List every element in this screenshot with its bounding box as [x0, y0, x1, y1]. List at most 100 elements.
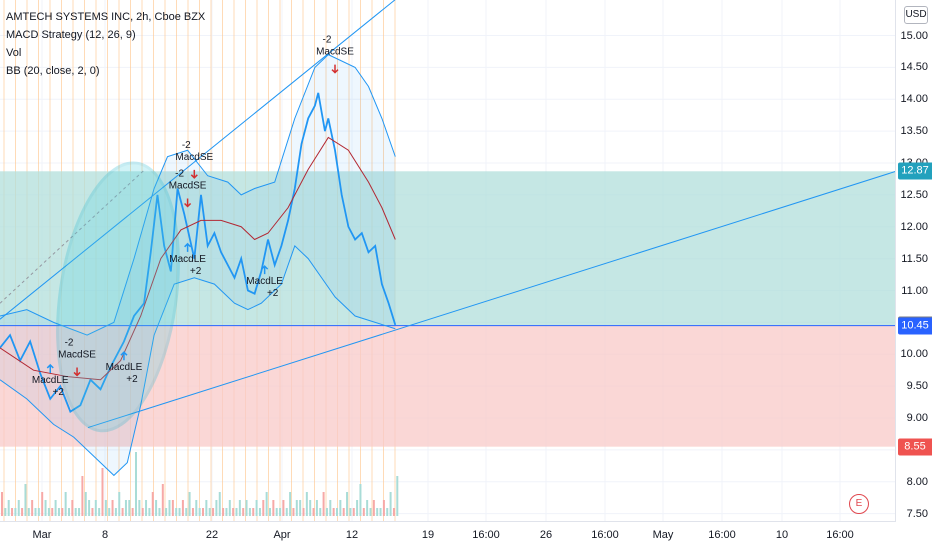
- volume-bar: [44, 500, 47, 516]
- highlight-ellipse: [56, 161, 180, 433]
- volume-bar: [285, 508, 288, 516]
- short-arrow-icon: [190, 169, 198, 179]
- volume-bar: [64, 492, 67, 516]
- volume-bar: [322, 492, 325, 516]
- volume-bar: [379, 508, 382, 516]
- signal-label: MacdLE: [246, 276, 283, 287]
- volume-bar: [228, 500, 231, 516]
- price-tick: 8.00: [906, 475, 928, 488]
- series-bb-upper: [0, 54, 396, 336]
- time-tick: 16:00: [826, 529, 854, 541]
- volume-bar: [235, 508, 238, 516]
- volume-bar: [178, 508, 181, 516]
- volume-bar: [27, 508, 30, 516]
- volume-bar: [262, 500, 265, 516]
- volume-bar: [252, 508, 255, 516]
- volume-bar: [61, 508, 64, 516]
- volume-bar: [269, 508, 271, 516]
- volume-bar: [145, 500, 148, 516]
- volume-bar: [54, 500, 57, 516]
- signal-qty: -2: [323, 35, 332, 46]
- volume-bar: [84, 492, 87, 516]
- volume-bar: [141, 508, 144, 516]
- bollinger-band-fill: [0, 54, 396, 476]
- volume-bar: [81, 476, 84, 516]
- legend-symbol[interactable]: AMTECH SYSTEMS INC, 2h, Cboe BZX: [6, 11, 206, 23]
- time-tick: 8: [101, 529, 109, 541]
- volume-bar: [158, 508, 161, 516]
- signal-qty: +2: [190, 266, 202, 277]
- volume-bar: [222, 508, 225, 516]
- volume-bar: [14, 508, 17, 516]
- chart-legend: AMTECH SYSTEMS INC, 2h, Cboe BZX MACD St…: [6, 8, 205, 80]
- volume-bar: [188, 492, 191, 516]
- volume-bar: [202, 508, 204, 516]
- volume-bar: [205, 500, 208, 516]
- long-arrow-icon: [184, 242, 192, 252]
- volume-bar: [71, 500, 74, 516]
- currency-button[interactable]: USD: [904, 6, 928, 24]
- price-tick: 7.50: [906, 507, 928, 520]
- earnings-event-icon[interactable]: E: [849, 494, 869, 514]
- price-tag: 8.55: [898, 438, 932, 456]
- profit-zone: [0, 171, 896, 326]
- short-arrow-icon: [184, 198, 192, 208]
- signal-label: MacdSE: [316, 47, 354, 58]
- volume-bar: [88, 500, 91, 516]
- trend-line-lower: [87, 170, 897, 429]
- volume-bar: [396, 476, 399, 516]
- long-arrow-icon: [261, 265, 269, 275]
- price-tick: 12.00: [900, 220, 928, 233]
- legend-strategy[interactable]: MACD Strategy (12, 26, 9): [6, 29, 136, 41]
- volume-bar: [362, 508, 365, 516]
- volume-bar: [104, 500, 107, 516]
- price-tick: 11.00: [901, 284, 928, 297]
- volume-bar: [248, 508, 251, 516]
- trend-line-dashed: [0, 169, 146, 304]
- volume-bar: [369, 508, 372, 516]
- volume-bar: [74, 508, 77, 516]
- volume-bar: [175, 508, 178, 516]
- signal-label: MacdSE: [169, 181, 207, 192]
- volume-bar: [325, 508, 328, 516]
- short-arrow-icon: [331, 64, 339, 74]
- volume-bar: [265, 492, 268, 516]
- volume-bar: [181, 500, 184, 516]
- volume-bar: [275, 508, 278, 516]
- volume-bar: [272, 500, 275, 516]
- time-scale[interactable]: Mar 8 22 Apr 12 19 16:00 26 16:00 May 16:00 10 16:00: [0, 521, 896, 550]
- price-tag: 12.87: [898, 162, 932, 180]
- volume-bar: [225, 508, 228, 516]
- legend-volume[interactable]: Vol: [6, 47, 22, 59]
- volume-bar: [366, 500, 369, 516]
- time-tick: 16:00: [591, 529, 619, 541]
- legend-bollinger[interactable]: BB (20, close, 2, 0): [6, 65, 100, 77]
- volume-bar: [101, 468, 104, 516]
- price-tick: 9.00: [906, 412, 928, 424]
- volume-bar: [208, 508, 211, 516]
- volume-bar: [7, 500, 10, 516]
- volume-bar: [151, 492, 154, 516]
- price-tick: 13.50: [900, 125, 928, 138]
- volume-bar: [336, 508, 338, 516]
- volume-bar: [168, 500, 171, 516]
- volume-bar: [309, 500, 312, 516]
- time-tick: 26: [539, 529, 553, 541]
- time-tick: 16:00: [472, 529, 500, 541]
- signal-qty: +2: [53, 387, 65, 398]
- volume-bar: [359, 484, 362, 516]
- volume-bar: [128, 500, 131, 516]
- volume-bar: [295, 500, 298, 516]
- volume-bar: [292, 508, 295, 516]
- volume-bar: [212, 508, 215, 516]
- time-tick: Apr: [273, 529, 291, 541]
- price-scale[interactable]: USD 15.0014.5014.0013.5013.0012.5012.001…: [895, 0, 932, 522]
- time-tick: 10: [775, 529, 789, 541]
- volume-bar: [305, 492, 308, 516]
- signal-label: MacdSE: [58, 349, 96, 360]
- series-bb-lower: [0, 244, 396, 477]
- volume-bar: [108, 508, 111, 516]
- volume-bar: [191, 508, 194, 516]
- trend-line-upper: [0, 0, 396, 320]
